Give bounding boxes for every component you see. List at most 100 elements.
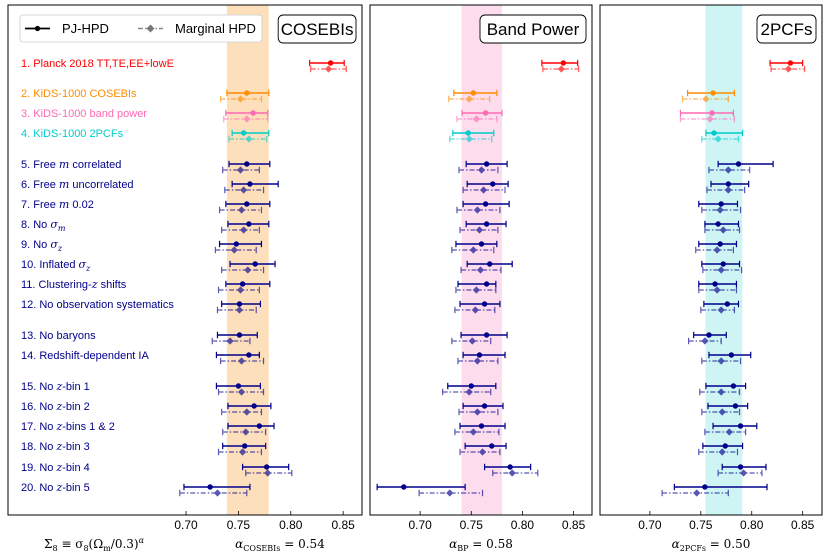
errorbar-point: [215, 382, 262, 390]
point-marker: [327, 60, 334, 66]
errorbar-point: [227, 220, 270, 228]
errorbar-point: [686, 89, 736, 97]
x-axis-label: αCOSEBIs = 0.54: [235, 537, 325, 553]
point-marker: [486, 261, 493, 267]
panel-frame: [7, 4, 363, 516]
row-label-part: z: [55, 461, 62, 474]
definition-part: m: [103, 544, 111, 553]
errorbar-point: [456, 115, 498, 123]
row-label-part: 13. No baryons: [21, 330, 96, 342]
row-label-part: -bins 1 & 2: [62, 421, 115, 433]
definition-part: 8: [83, 544, 88, 553]
row-label: 17. No z-bins 1 & 2: [21, 420, 115, 433]
row-label: 13. No baryons: [21, 330, 96, 342]
errorbar-point: [220, 357, 265, 365]
row-label-part: 8. No: [21, 219, 50, 231]
point-marker: [244, 201, 250, 207]
point-marker: [401, 484, 407, 490]
point-marker: [252, 261, 258, 267]
row-label: 7. Free m 0.02: [21, 198, 94, 211]
diamond-marker: [446, 489, 454, 497]
errorbar-point: [220, 95, 263, 103]
errorbar-point: [705, 129, 744, 137]
row-label-part: 6. Free: [21, 179, 59, 191]
plot-area: [8, 5, 362, 515]
errorbar-point: [211, 337, 251, 345]
errorbar-point: [309, 59, 345, 67]
row-label: 20. No z-bin 5: [21, 481, 90, 494]
diamond-marker: [717, 388, 725, 396]
errorbar-point: [770, 65, 806, 73]
errorbar-point: [222, 166, 260, 174]
row-label-part: 20. No: [21, 482, 56, 494]
errorbar-point: [452, 129, 495, 137]
errorbar-point: [448, 95, 491, 103]
row-label-part: -bin 3: [62, 441, 90, 453]
errorbar-point: [447, 382, 497, 390]
point-marker: [720, 261, 726, 267]
row-label-part: 11. Clustering-: [21, 279, 92, 291]
errorbar-point: [223, 115, 269, 123]
errorbar-point: [222, 442, 267, 450]
errorbar-point: [228, 160, 271, 168]
errorbar-point: [710, 180, 750, 188]
x-tick-label: 0.80: [279, 518, 303, 532]
diamond-marker: [717, 266, 725, 274]
x-tick-label: 0.70: [174, 518, 198, 532]
row-label: 12. No observation systematics: [21, 299, 174, 311]
errorbar-point: [221, 266, 265, 274]
point-marker: [236, 301, 243, 307]
errorbar-point: [455, 286, 497, 294]
x-axis-label: αBP = 0.58: [449, 537, 513, 553]
errorbar-point: [465, 160, 508, 168]
diamond-marker: [244, 266, 252, 274]
errorbar-point: [701, 408, 741, 416]
diamond-marker: [243, 115, 251, 123]
errorbar-point: [216, 331, 258, 339]
row-label-part: m: [59, 198, 69, 211]
errorbar-point: [704, 226, 741, 234]
row-label-part: 17. No: [21, 421, 56, 433]
errorbar-point: [459, 226, 499, 234]
point-marker: [235, 383, 242, 389]
row-label-part: σ: [50, 218, 58, 231]
point-marker: [251, 403, 257, 409]
diamond-marker: [242, 428, 250, 436]
errorbar-point: [454, 306, 496, 314]
point-marker: [483, 281, 490, 287]
x-tick-label: 0.85: [331, 518, 355, 532]
errorbar-point: [228, 135, 268, 143]
point-marker: [476, 352, 483, 358]
errorbar-point: [227, 402, 272, 410]
x-tick-label: 0.70: [638, 518, 662, 532]
row-label: 18. No z-bin 3: [21, 440, 90, 453]
point-marker: [560, 60, 567, 66]
errorbar-point: [461, 109, 503, 117]
series-pj-hpd: [673, 59, 804, 491]
row-label-part: z: [55, 400, 62, 413]
row-label: 14. Redshift-dependent IA: [21, 350, 149, 362]
series-pj-hpd: [376, 59, 579, 491]
errorbar-point: [216, 306, 257, 314]
point-marker: [507, 464, 513, 470]
errorbar-point: [465, 220, 507, 228]
fiducial-band: [461, 5, 502, 515]
row-label-part: z: [55, 380, 62, 393]
diamond-marker: [472, 115, 480, 123]
errorbar-point: [483, 463, 532, 471]
alpha-symbol: α: [235, 537, 243, 551]
row-label-part: uncorrelated: [69, 179, 133, 191]
errorbar-point: [681, 95, 729, 103]
panel-title-box: [277, 14, 357, 44]
point-marker: [240, 130, 247, 136]
errorbar-point: [179, 489, 248, 497]
errorbar-point: [695, 246, 735, 254]
row-label-part: 0.02: [69, 199, 93, 211]
errorbar-point: [721, 463, 767, 471]
errorbar-point: [183, 483, 251, 491]
x-tick-label: 0.75: [460, 518, 484, 532]
row-label: 1. Planck 2018 TT,TE,EE+lowE: [21, 58, 174, 70]
diamond-marker: [240, 226, 248, 234]
errorbar-point: [698, 200, 739, 208]
row-label-part: σ: [50, 238, 58, 251]
